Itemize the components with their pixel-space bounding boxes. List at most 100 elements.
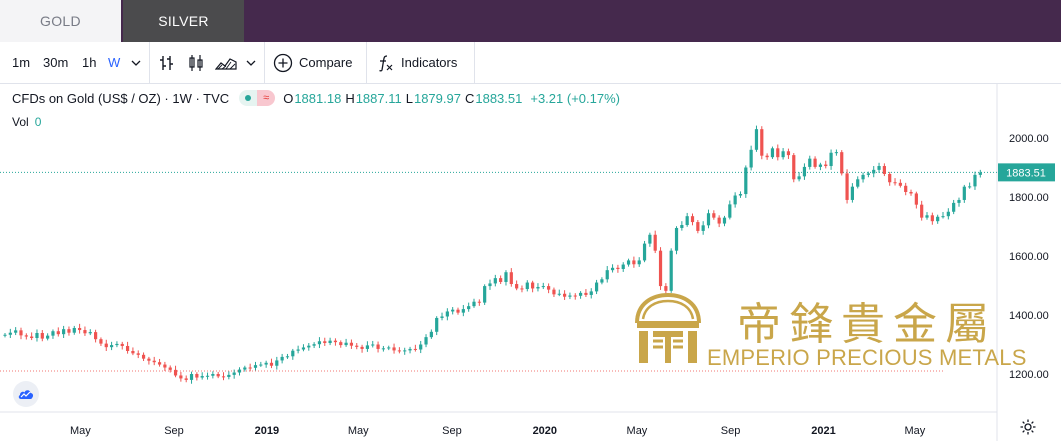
candle-body <box>866 173 870 175</box>
candle-body <box>387 347 391 349</box>
candle-body <box>797 176 801 180</box>
candles-icon <box>189 54 203 71</box>
status-pill[interactable]: ≈ <box>239 90 276 106</box>
candle-body <box>157 362 162 365</box>
area-chart-icon <box>215 57 237 70</box>
candle-body <box>376 344 380 349</box>
candle-body <box>365 345 370 349</box>
candle-body <box>610 267 615 271</box>
candle-body <box>291 350 295 357</box>
bar-style-button[interactable] <box>158 42 176 83</box>
emperio-seal-logo <box>635 293 701 363</box>
candle-body <box>19 330 23 336</box>
indicators-button[interactable]: Indicators <box>376 42 457 83</box>
price-legend: CFDs on Gold (US$ / OZ) · 1W · TVC ≈ O 18… <box>12 90 620 106</box>
candle-body <box>360 346 364 349</box>
candle-body <box>200 376 204 378</box>
candle-body <box>818 164 823 167</box>
candle-body <box>179 375 183 379</box>
candle-body <box>733 195 737 205</box>
interval-30m-button[interactable]: 30m <box>43 55 69 70</box>
candle-body <box>216 374 220 377</box>
last-price-badge <box>998 163 1055 182</box>
open-label: O <box>283 90 294 106</box>
candle-body <box>67 329 71 333</box>
candle-body <box>237 369 242 373</box>
tab-gold[interactable]: GOLD <box>0 0 121 42</box>
price-chart[interactable]: 2000.00 1800.00 1600.00 1400.00 1200.00 May Se… <box>0 84 1061 441</box>
candle-body <box>957 199 961 203</box>
x-tick-label: May <box>904 425 925 437</box>
y-tick-label: 1600.00 <box>1009 251 1049 263</box>
candle-body <box>904 185 908 192</box>
candle-body <box>296 349 300 351</box>
candle-body <box>88 332 92 334</box>
candle-body <box>419 344 423 350</box>
indicators-label: Indicators <box>401 55 458 70</box>
candle-body <box>547 286 551 290</box>
tradingview-logo-button[interactable] <box>13 381 39 407</box>
candle-body <box>62 329 66 335</box>
candle-body <box>525 282 529 290</box>
candle-body <box>456 309 460 313</box>
candle-body <box>24 335 28 337</box>
candle-body <box>829 152 833 167</box>
interval-1h-button[interactable]: 1h <box>82 55 97 70</box>
last-price-label: 1883.51 <box>1006 167 1046 179</box>
candle-body <box>472 301 476 307</box>
candle-body <box>909 191 913 194</box>
area-style-button[interactable] <box>215 42 237 83</box>
candle-body <box>280 356 284 361</box>
interval-dropdown-button[interactable] <box>131 42 141 83</box>
compare-button[interactable]: Compare <box>273 42 352 83</box>
candle-body <box>658 250 663 287</box>
chart-style-dropdown-button[interactable] <box>246 42 256 83</box>
candle-body <box>541 286 545 288</box>
market-open-icon <box>239 90 258 106</box>
toolbar-divider <box>264 42 265 83</box>
candle-body <box>531 282 535 289</box>
plus-circle-icon <box>273 53 293 72</box>
chevron-down-icon <box>246 60 256 66</box>
candle-body <box>445 311 449 317</box>
candle-body <box>536 286 540 289</box>
candle-body <box>669 250 673 291</box>
candle-body <box>163 364 167 368</box>
tab-silver[interactable]: SILVER <box>123 0 244 42</box>
candle-body <box>882 166 886 174</box>
interval-1m-button[interactable]: 1m <box>12 55 31 70</box>
close-label: C <box>464 90 475 106</box>
settings-gear-icon[interactable] <box>1019 418 1037 436</box>
y-tick-label: 1400.00 <box>1009 310 1049 322</box>
candle-body <box>307 345 311 348</box>
candle-body <box>936 216 940 222</box>
candle-body <box>664 286 668 291</box>
candle-body <box>46 335 50 339</box>
candle-body <box>253 365 258 368</box>
low-label: L <box>405 90 413 106</box>
candle-body <box>653 234 657 251</box>
candle-body <box>594 282 599 292</box>
interval-w-button[interactable]: W <box>108 55 121 70</box>
candle-body <box>563 293 567 297</box>
candle-body <box>781 151 785 158</box>
x-tick-label: Sep <box>442 425 462 437</box>
candle-body <box>83 330 87 334</box>
candle-body <box>35 332 39 339</box>
candle-style-button[interactable] <box>187 42 205 83</box>
candle-body <box>578 292 583 296</box>
candle-body <box>440 316 444 318</box>
candle-body <box>749 149 753 168</box>
candle-body <box>285 356 290 358</box>
function-icon <box>379 54 393 71</box>
candle-body <box>371 344 375 346</box>
candle-body <box>861 174 865 180</box>
candle-body <box>312 344 316 346</box>
candle-body <box>275 360 279 366</box>
candle-body <box>355 345 359 347</box>
candle-body <box>509 272 513 285</box>
candle-body <box>147 358 151 361</box>
candle-body <box>834 152 839 154</box>
candle-body <box>120 343 124 346</box>
candle-body <box>131 350 135 354</box>
